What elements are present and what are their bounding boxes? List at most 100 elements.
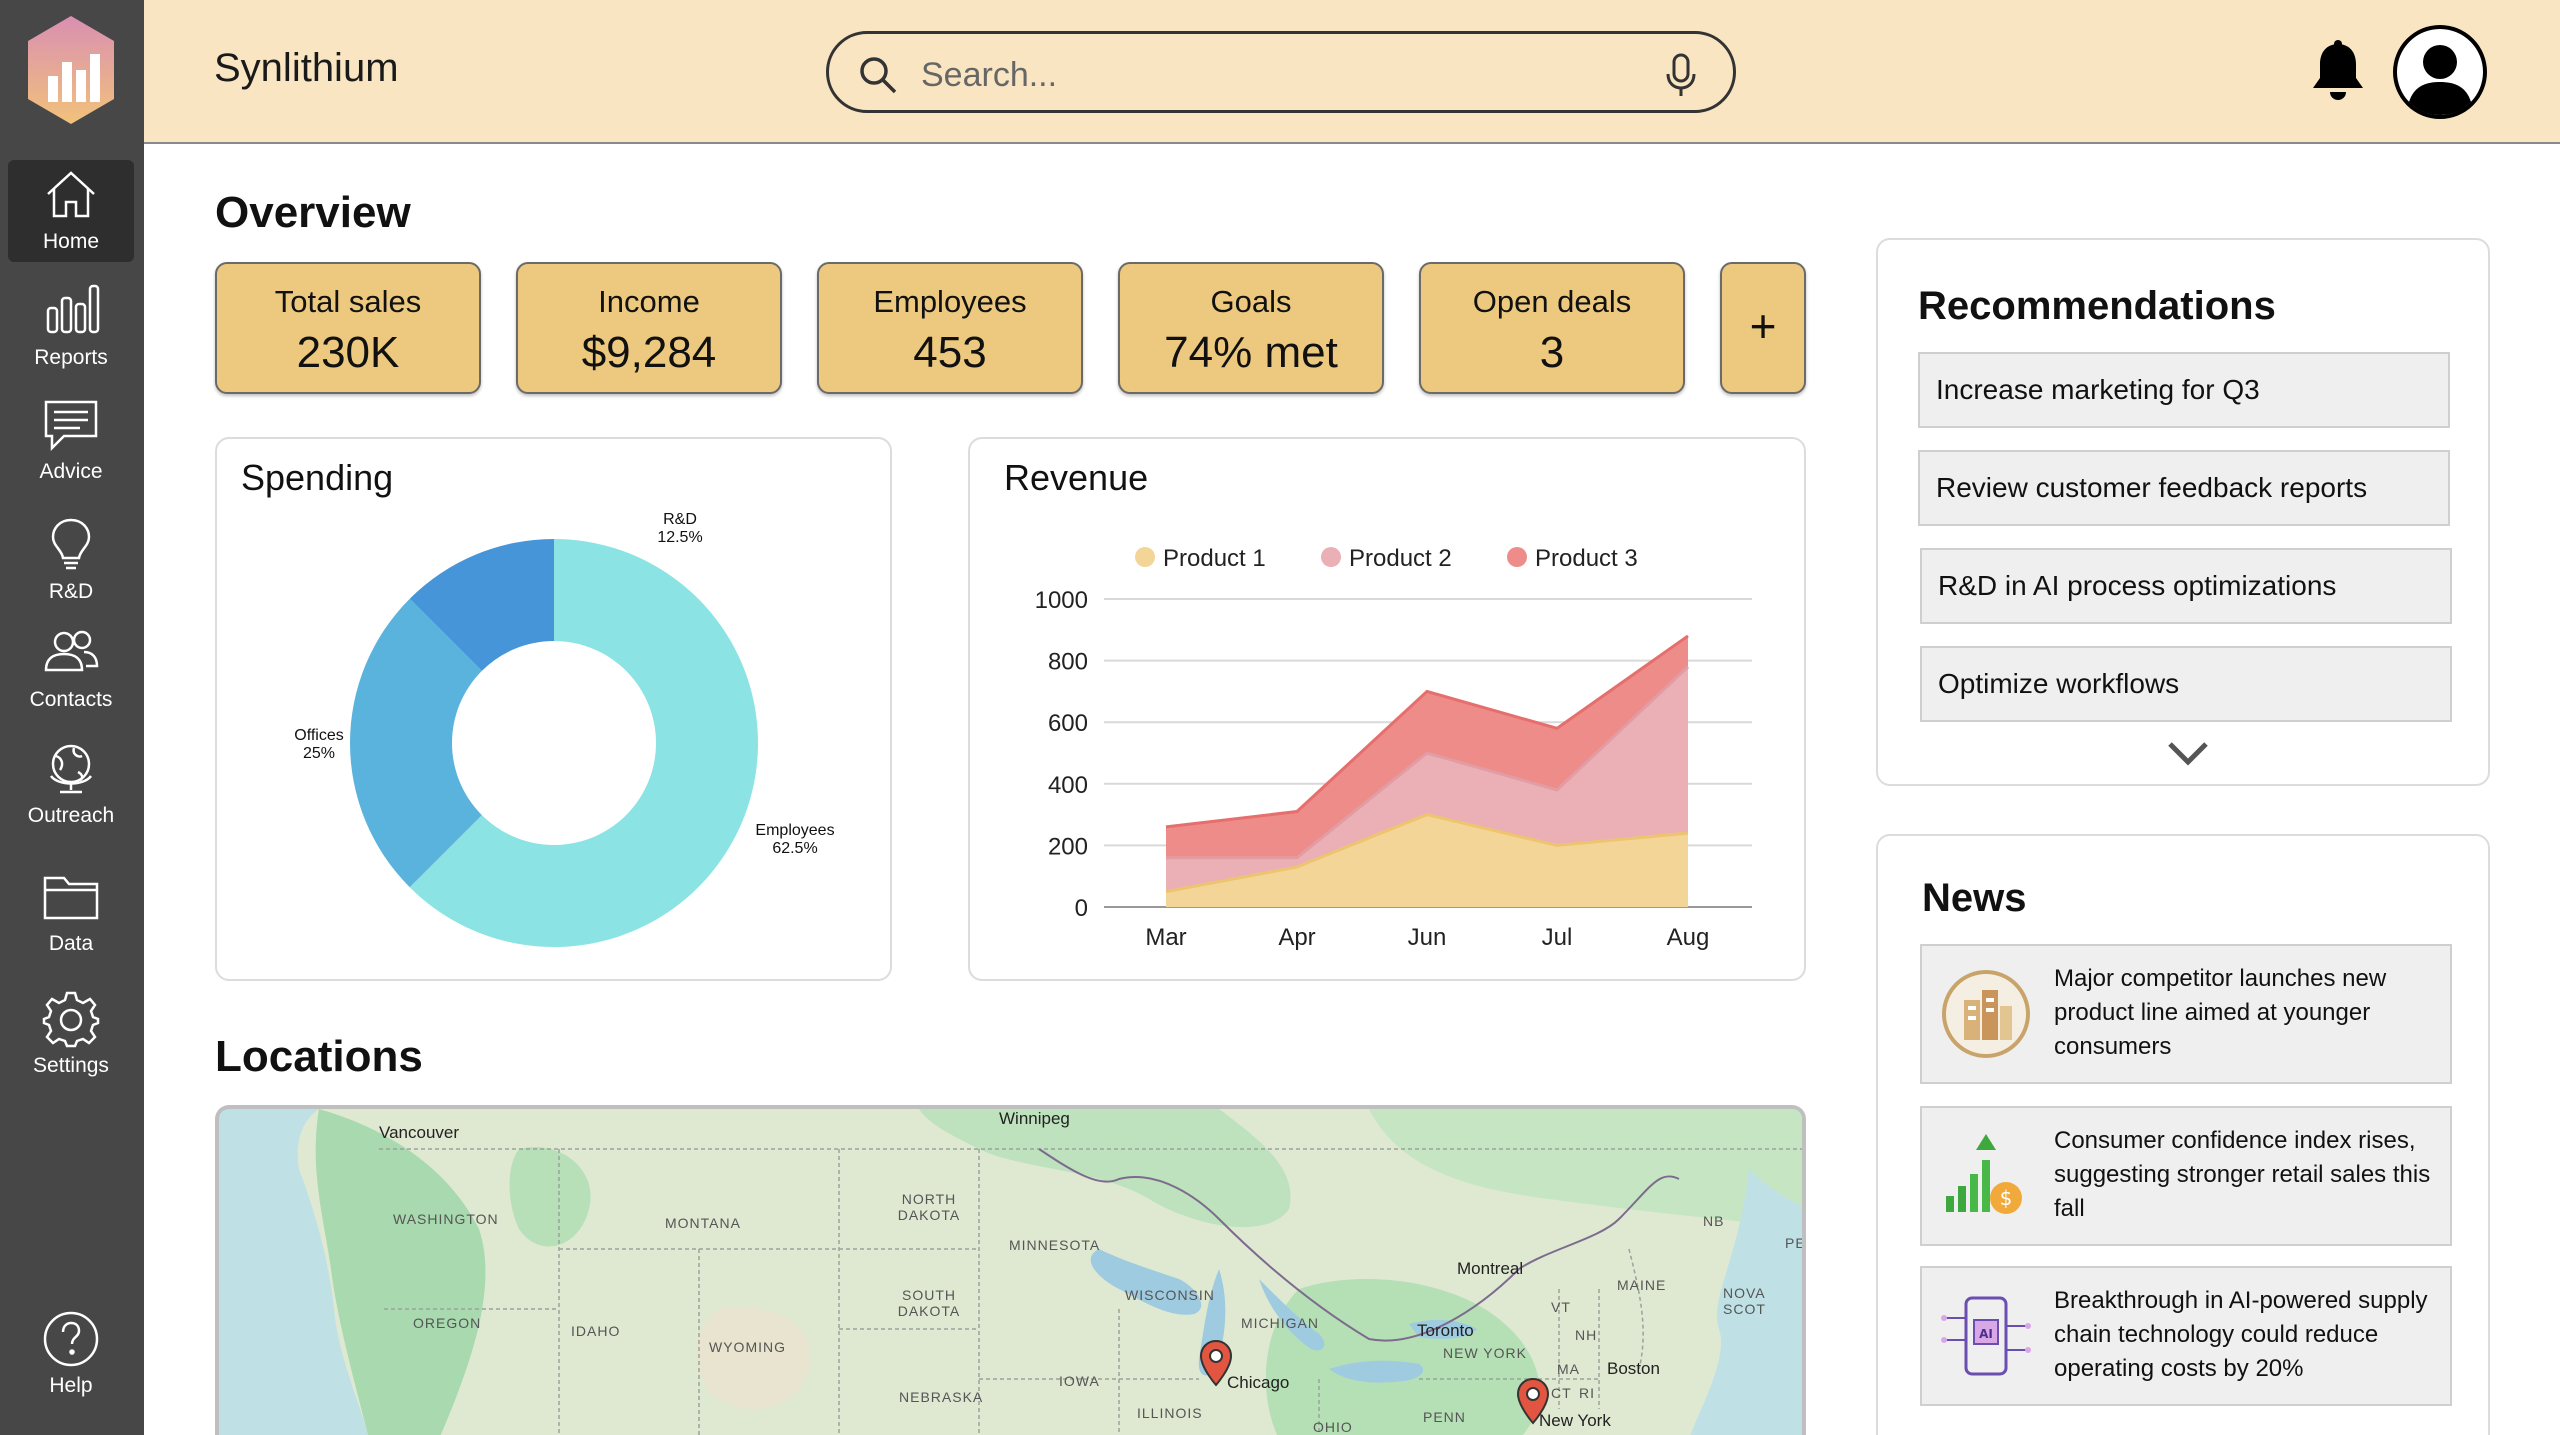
series-line (1166, 665, 1690, 860)
map-pin-chicago[interactable] (1199, 1339, 1233, 1387)
stat-value: 453 (913, 328, 987, 377)
sidebar-item-label: Advice (39, 460, 103, 483)
map-city-label: Vancouver (379, 1123, 460, 1142)
pie-slice-rd[interactable] (409, 539, 554, 671)
add-stat-button[interactable]: + (1720, 262, 1806, 394)
sidebar-item-rd[interactable]: R&D (8, 510, 134, 612)
legend-label[interactable]: Product 1 (1163, 545, 1266, 572)
map-region-label: NORTH DAKOTA (897, 1191, 961, 1223)
pie-label-employees: Employees 62.5% (740, 822, 850, 858)
stat-title: Goals (1210, 284, 1292, 319)
map-city-label: Chicago (1227, 1373, 1290, 1392)
map-region-label: CT (1551, 1385, 1572, 1401)
sidebar-item-label: Outreach (27, 804, 115, 827)
pie-label-offices: Offices 25% (269, 727, 369, 763)
map-region-label: NEBRASKA (899, 1389, 984, 1405)
recommendation-item[interactable]: R&D in AI process optimizations (1920, 548, 2452, 624)
stat-title: Income (598, 284, 700, 319)
legend-label[interactable]: Product 2 (1349, 545, 1452, 572)
sidebar-item-reports[interactable]: Reports (8, 276, 134, 378)
sidebar-item-data[interactable]: Data (8, 862, 134, 964)
map-region-label: NOVA SCOT (1723, 1285, 1766, 1317)
news-item[interactable]: Major competitor launches new product li… (1920, 944, 2452, 1084)
map-region-label: ILLINOIS (1137, 1405, 1203, 1421)
bell-icon[interactable] (2308, 40, 2368, 102)
pie-slice-offices[interactable] (350, 598, 482, 888)
sidebar-item-home[interactable]: Home (8, 160, 134, 262)
sidebar-item-contacts[interactable]: Contacts (8, 618, 134, 720)
map-region-label: MINNESOTA (1009, 1237, 1101, 1253)
map-region-label: RI (1579, 1385, 1595, 1401)
news-text: Breakthrough in AI-powered supply chain … (2054, 1287, 2428, 1382)
map-city-label: Toronto (1417, 1321, 1474, 1340)
map-terrain (297, 1109, 1802, 1435)
stat-card-employees[interactable]: Employees 453 (817, 262, 1083, 394)
y-tick-label: 800 (1048, 649, 1088, 676)
avatar[interactable] (2392, 24, 2488, 120)
pie-slice-employees[interactable] (409, 539, 758, 947)
map-region-label: OHIO (1313, 1419, 1353, 1435)
sidebar-item-advice[interactable]: Advice (8, 390, 134, 492)
stat-card-goals[interactable]: Goals 74% met (1118, 262, 1384, 394)
stat-value: 3 (1539, 328, 1565, 377)
series-line (1165, 634, 1689, 829)
sidebar-item-label: Settings (33, 1054, 109, 1077)
revenue-area-chart: 0 200 400 600 800 1000 Mar Apr Jun Jul Aug Product … (1035, 545, 1752, 951)
ai-chip-icon: AI (1941, 1296, 2031, 1376)
map-region-label: IOWA (1059, 1373, 1100, 1389)
help-icon (43, 1311, 99, 1367)
y-tick-label: 600 (1048, 710, 1088, 737)
stat-card-total-sales[interactable]: Total sales 230K (215, 262, 481, 394)
news-item[interactable]: $ Consumer confidence index rises, sugge… (1920, 1106, 2452, 1246)
x-tick-label: Mar (1145, 924, 1186, 951)
spending-donut-chart (350, 539, 758, 947)
gear-icon (42, 991, 100, 1048)
x-tick-label: Jun (1408, 924, 1447, 951)
recommendation-item[interactable]: Review customer feedback reports (1918, 450, 2450, 526)
legend-label[interactable]: Product 3 (1535, 545, 1638, 572)
map-region-label: VT (1551, 1299, 1571, 1315)
map-pin-new-york[interactable] (1516, 1377, 1550, 1425)
map-region-label: MAINE (1617, 1277, 1667, 1293)
map-region-label: MICHIGAN (1241, 1315, 1319, 1331)
search-bar[interactable]: Search... (826, 31, 1736, 113)
sidebar-item-outreach[interactable]: Outreach (8, 734, 134, 836)
map-region-label: NB (1703, 1213, 1725, 1229)
y-tick-label: 1000 (1035, 587, 1088, 614)
stat-card-open-deals[interactable]: Open deals 3 (1419, 262, 1685, 394)
building-icon (1942, 970, 2030, 1058)
sidebar-item-label: Home (42, 230, 100, 253)
search-input[interactable]: Search... (921, 56, 1058, 94)
chevron-down-icon[interactable] (2166, 740, 2210, 768)
bar-chart-icon (46, 284, 100, 334)
sidebar-item-label: Help (49, 1374, 93, 1397)
news-text: Major competitor launches new product li… (2054, 965, 2387, 1060)
locations-map[interactable]: Vancouver Winnipeg Montreal Toronto Bost… (215, 1105, 1806, 1435)
map-region-label: NEW YORK (1443, 1345, 1527, 1361)
map-region-label: MA (1557, 1361, 1580, 1377)
microphone-icon[interactable] (1663, 52, 1699, 98)
sidebar-item-help[interactable]: Help (8, 1304, 134, 1406)
map-region-label: SOUTH DAKOTA (897, 1287, 961, 1319)
sidebar-item-settings[interactable]: Settings (8, 984, 134, 1086)
stat-card-income[interactable]: Income $9,284 (516, 262, 782, 394)
locations-title: Locations (215, 1032, 423, 1081)
map-region-label: WYOMING (709, 1339, 786, 1355)
x-tick-label: Jul (1542, 924, 1573, 951)
growth-chart-icon: $ (1946, 1134, 2022, 1214)
news-item[interactable]: AI Breakthrough in AI-powered supply cha… (1920, 1266, 2452, 1406)
area-series-product-1[interactable] (1166, 814, 1688, 907)
y-tick-label: 0 (1075, 895, 1088, 922)
map-city-label: Montreal (1457, 1259, 1524, 1278)
app-logo-icon[interactable] (26, 14, 116, 126)
y-tick-label: 200 (1048, 833, 1088, 860)
spending-card: Spending R&D 12.5% Offices 25% Employees 62… (215, 437, 892, 981)
sidebar-item-label: Data (48, 932, 94, 955)
recommendation-item[interactable]: Optimize workflows (1920, 646, 2452, 722)
recommendation-item[interactable]: Increase marketing for Q3 (1918, 352, 2450, 428)
stat-value: 74% met (1164, 328, 1338, 377)
lightbulb-icon (51, 518, 91, 570)
header: Synlithium Search... (144, 0, 2560, 144)
search-icon[interactable] (857, 54, 899, 96)
globe-icon (49, 744, 93, 794)
